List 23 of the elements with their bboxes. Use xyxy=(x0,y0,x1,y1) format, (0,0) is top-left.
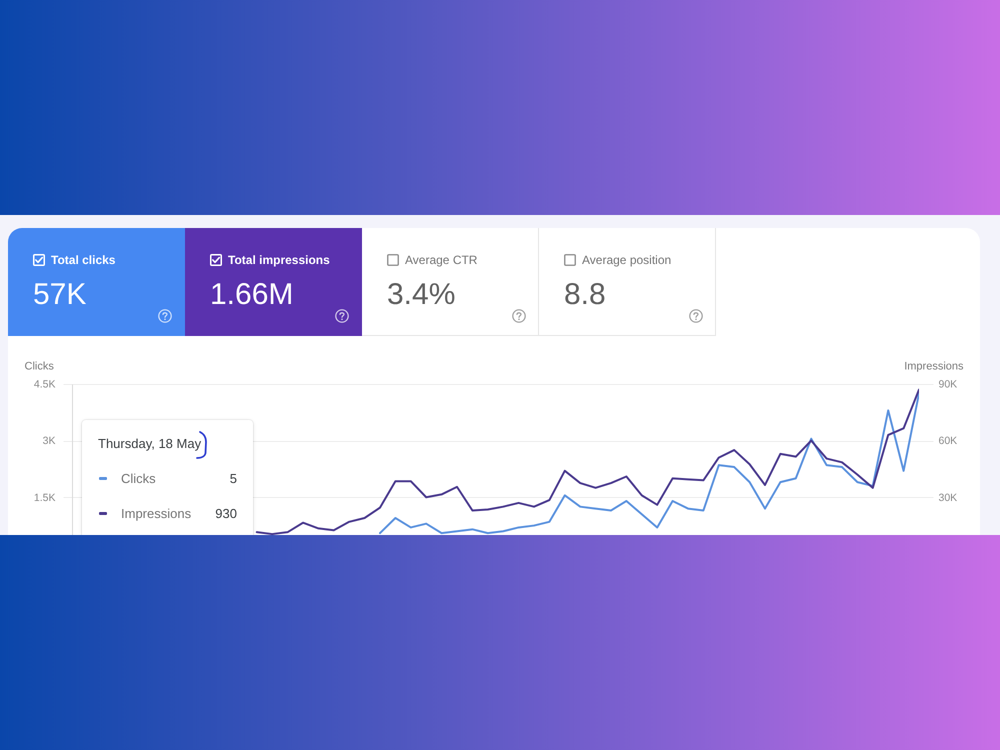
line-series xyxy=(256,388,919,535)
category-label: Average CTR xyxy=(405,253,478,267)
y-axis-title: Clicks xyxy=(24,360,54,372)
y-tick-label: 1.5K xyxy=(34,492,56,504)
line-series xyxy=(379,392,919,534)
annotation: 5 xyxy=(230,471,237,486)
y2-tick-label: 60K xyxy=(938,435,958,448)
category-label: Total impressions xyxy=(228,253,330,267)
y2-axis-title: Impressions xyxy=(904,360,964,372)
annotation: Thursday, 18 May xyxy=(98,436,202,452)
category-label: Total clicks xyxy=(51,253,116,267)
legend-label: Impressions xyxy=(121,506,192,521)
text: 57K xyxy=(33,278,86,311)
text: 8.8 xyxy=(564,278,606,311)
category-label: Average position xyxy=(582,253,672,267)
text: 3.4% xyxy=(387,278,456,311)
text: 1.66M xyxy=(210,278,294,311)
annotation: 930 xyxy=(215,506,237,521)
legend-label: Clicks xyxy=(121,471,156,486)
y-tick-label: 4.5K xyxy=(34,378,56,390)
y-tick-label: 3K xyxy=(42,435,56,448)
y2-tick-label: 90K xyxy=(938,378,958,390)
y2-tick-label: 30K xyxy=(938,492,958,504)
